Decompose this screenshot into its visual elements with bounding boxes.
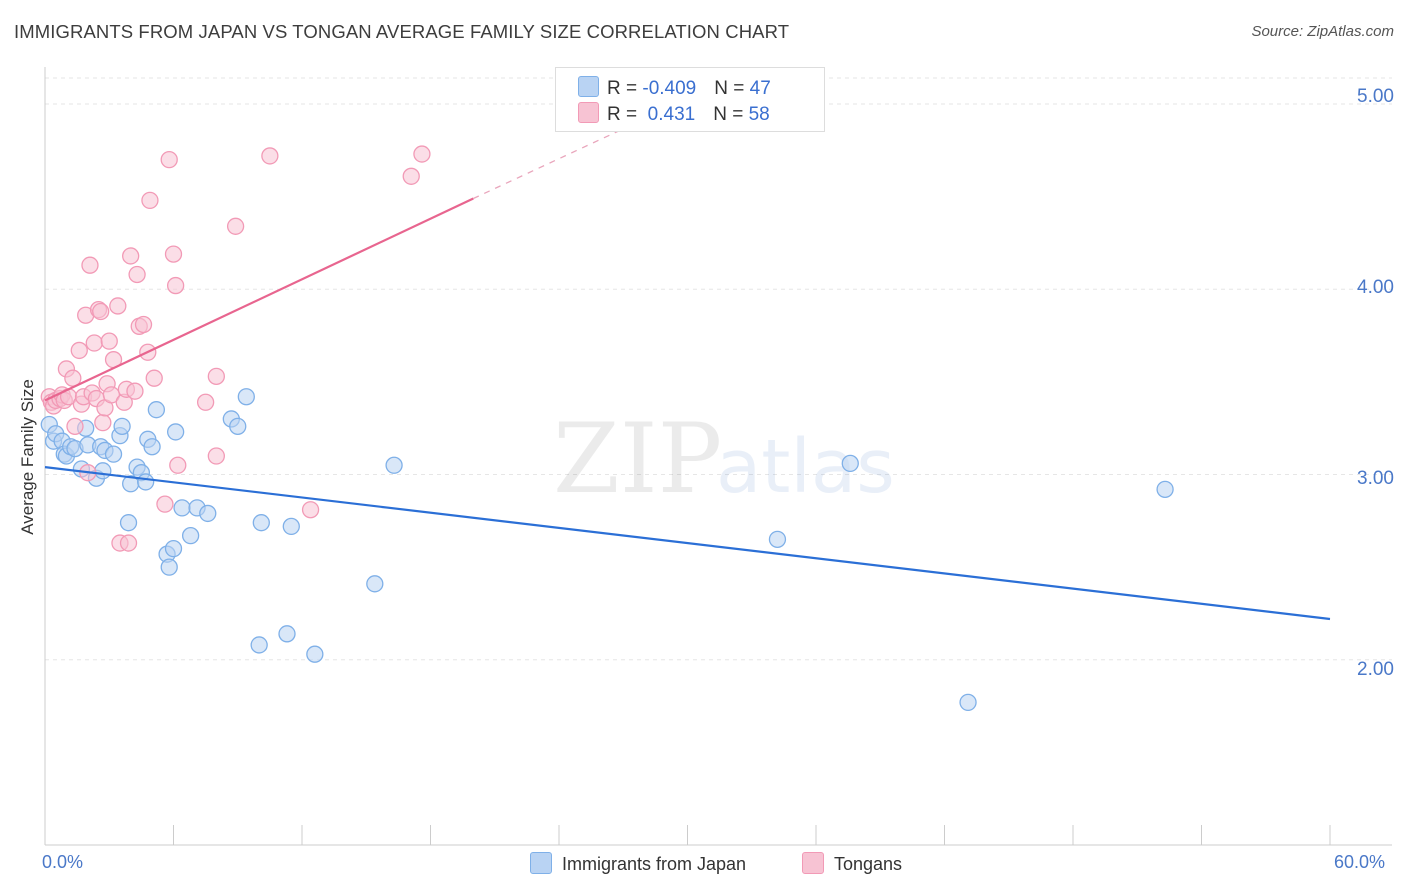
japan-point [143,438,161,456]
y-tick-label-4: 4.00 [1357,277,1394,298]
legend-swatch-tongans [802,852,824,874]
tongan-point [145,369,163,387]
japan-point [147,401,166,419]
tongan-point [141,191,159,210]
legend-label-tongans: Tongans [834,854,903,874]
japan-point [237,388,255,406]
japan-point [959,693,977,712]
japan-point [252,514,270,532]
x-tick-label-max: 60.0% [1334,852,1386,872]
source-label: Source: ZipAtlas.com [1251,23,1394,40]
tongan-point [128,265,146,284]
japan-point [768,530,787,549]
tongan-point [301,501,320,519]
tongan-point [102,386,121,404]
japan-point [229,417,247,436]
japan-point [366,575,384,593]
tongan-point [70,341,88,360]
tongan-point [134,315,153,334]
japan-point [199,504,217,523]
japan-point [173,499,191,517]
tongan-point [85,334,103,352]
trend-line-tongans-extension [473,118,645,200]
legend-r-label: R = [607,78,643,99]
legend-swatch-tongans [578,102,599,123]
tongan-point [226,217,245,235]
bottom-legend-japan: Immigrants from Japan [530,852,746,875]
japan-point [306,645,324,663]
tongan-point [169,456,187,474]
tongan-point [81,256,99,274]
tongan-point [413,145,431,163]
tongan-point [207,367,225,385]
tongan-point [196,393,215,411]
legend-n-label: N = [714,78,750,99]
tongan-point [126,382,144,400]
tongan-point [166,276,185,295]
japan-point [137,473,155,491]
japan-point [94,462,112,480]
correlation-legend: R = -0.409 N = 47 R = 0.431 N = 58 [555,67,825,132]
trend-line-tongans [44,197,474,402]
legend-n-label: N = [713,104,749,125]
japan-point [113,417,131,436]
trend-lines [44,118,1331,621]
japan-point [278,625,296,643]
legend-n-value-tongans: 58 [748,104,770,125]
tongan-point [156,495,174,513]
tongan-point [122,247,140,265]
y-tick-label-2: 2.00 [1357,659,1394,680]
watermark-atlas: atlas [716,424,895,510]
tongan-point [92,302,110,321]
legend-row-tongans: R = 0.431 N = 58 [578,102,770,125]
y-tick-label-3: 3.00 [1357,468,1394,489]
legend-n-value-japan: 47 [749,78,771,99]
japan-point [385,456,403,474]
y-tick-label-5: 5.00 [1357,86,1394,107]
japan-point [282,517,300,536]
tongan-point [207,447,225,465]
legend-label-japan: Immigrants from Japan [562,854,747,874]
chart-title: IMMIGRANTS FROM JAPAN VS TONGAN AVERAGE … [14,21,790,42]
tongan-point [94,414,112,432]
japan-point [181,527,200,545]
bottom-legend-tongans: Tongans [802,852,902,875]
japan-point [119,514,138,532]
japan-point [1156,480,1174,498]
japan-point [104,445,123,463]
tongan-point [100,332,118,350]
japan-point [166,423,185,441]
tongan-point [109,297,127,315]
tongan-point [261,147,279,165]
tongan-point [160,150,178,169]
legend-swatch-japan [530,852,552,874]
legend-r-value-japan: -0.409 [642,78,697,99]
trend-line-japan [44,466,1331,621]
legend-r-value-tongans: 0.431 [642,104,696,125]
tongan-point [402,167,420,185]
axes [44,67,1392,846]
legend-r-label: R = [607,104,643,125]
watermark-zip: ZIP [553,403,722,515]
tongan-point [164,245,183,263]
japan-point [164,539,183,558]
legend-row-japan: R = -0.409 N = 47 [578,76,771,99]
gridlines [45,77,1392,661]
japan-point [250,636,268,654]
japan-point [160,558,178,576]
tongan-point [119,534,138,552]
tongan-point [66,417,84,436]
legend-swatch-japan [578,76,599,97]
x-tick-label-min: 0.0% [42,852,84,872]
japan-point [841,454,859,473]
